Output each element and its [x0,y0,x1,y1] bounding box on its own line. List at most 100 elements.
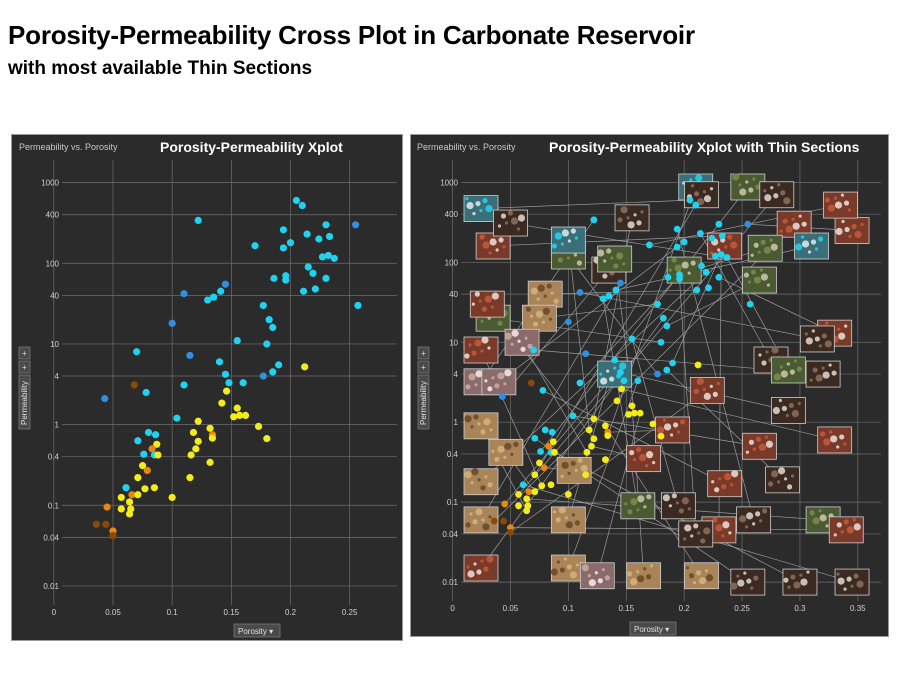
data-point [102,520,110,528]
y-tick-label: 1000 [41,179,59,188]
thin-section-thumbnail [463,468,499,496]
data-point [692,201,700,209]
y-axis-controls[interactable]: + + [417,346,430,430]
panel-label: Permeability vs. Porosity [417,142,516,152]
thin-section-thumbnail [556,456,592,484]
leader-line [510,390,708,533]
data-point [590,415,598,423]
data-point [717,251,725,258]
x-axis-dropdown[interactable] [629,621,677,636]
thin-section-thumbnail [527,280,563,308]
y-tick-label: 0.1 [447,498,459,507]
data-point [269,368,277,376]
thin-section-thumbnail [597,245,633,273]
data-point [109,532,117,540]
leader-line [568,380,639,569]
y-tick-label: 0.1 [48,501,60,510]
data-point [282,276,290,284]
leader-line [510,222,716,257]
y-tick-label: 1 [55,421,60,430]
thin-section-thumbnail [666,256,702,284]
data-point [746,300,754,308]
leader-line [596,413,641,576]
y-tick-label: 100 [445,258,459,267]
data-point [286,239,295,247]
thin-section-thumbnail [707,470,743,498]
data-point [588,442,595,450]
data-point [322,274,330,282]
data-point [194,417,202,425]
thin-section-thumbnail [597,360,633,388]
data-point [613,397,621,405]
thin-section-thumbnail [834,568,870,596]
data-point [275,361,283,369]
data-point [215,358,224,366]
data-point [239,379,247,387]
data-point [259,372,267,380]
thin-section-thumbnail [475,232,511,260]
data-point [744,220,752,228]
panel-label: Permeability vs. Porosity [19,142,118,152]
data-point [241,411,250,420]
data-point [576,289,584,296]
x-axis-dropdown-label[interactable]: Porosity ▾ [238,627,273,636]
x-tick-label: 0.1 [563,604,575,613]
data-point [620,377,628,385]
data-point [225,379,233,387]
data-point [134,437,142,445]
y-axis-controls[interactable]: + + [18,346,31,430]
y-axis-label[interactable]: Permeability [419,381,428,425]
data-point [194,437,202,445]
y-tick-label: 0.4 [48,453,60,462]
x-axis-dropdown-label[interactable]: Porosity ▾ [634,625,669,634]
data-point [354,301,362,310]
data-point [218,399,226,407]
y-tick-label: 40 [50,291,59,300]
thin-section-thumbnail [463,554,499,582]
data-point [663,322,671,330]
data-point [318,253,327,261]
leader-line [579,292,818,340]
page-title: Porosity-Permeability Cross Plot in Carb… [8,20,695,50]
data-point [230,413,238,421]
data-point [548,428,556,436]
leader-line [480,282,621,521]
data-point [612,286,620,294]
data-point [189,428,198,437]
x-tick-label: 0 [450,604,455,613]
data-point [187,451,195,459]
data-point [611,356,619,364]
leader-line [521,342,588,453]
data-point [351,221,360,229]
data-point [128,491,136,499]
data-point [292,196,301,205]
data-point [141,485,149,493]
data-point [208,434,216,442]
data-point [209,293,218,301]
data-point [676,275,683,283]
chart-title: Porosity-Permeability Xplot [160,139,343,155]
data-point [168,319,176,327]
x-axis-dropdown[interactable] [233,623,281,638]
x-tick-label: 0.25 [734,604,750,613]
y-tick-label: 0.01 [43,582,59,591]
y-tick-label: 0.04 [43,533,59,542]
x-tick-label: 0.2 [679,604,691,613]
y-tick-label: 0.01 [442,578,458,587]
data-point [541,426,549,434]
thin-section-thumbnail [770,356,806,384]
thin-section-thumbnail [614,204,650,232]
thin-section-thumbnail [488,438,524,466]
data-point [680,238,688,246]
thin-section-thumbnail [463,412,499,440]
data-point [523,495,531,503]
thin-section-thumbnail [765,466,800,494]
data-point [693,286,701,294]
data-point [279,244,287,252]
chart-title: Porosity-Permeability Xplot with Thin Se… [549,139,860,155]
x-tick-label: 0.1 [167,608,179,617]
data-point [696,229,704,237]
y-axis-label[interactable]: Permeability [20,381,29,425]
data-point [117,505,125,513]
data-point [715,220,723,228]
